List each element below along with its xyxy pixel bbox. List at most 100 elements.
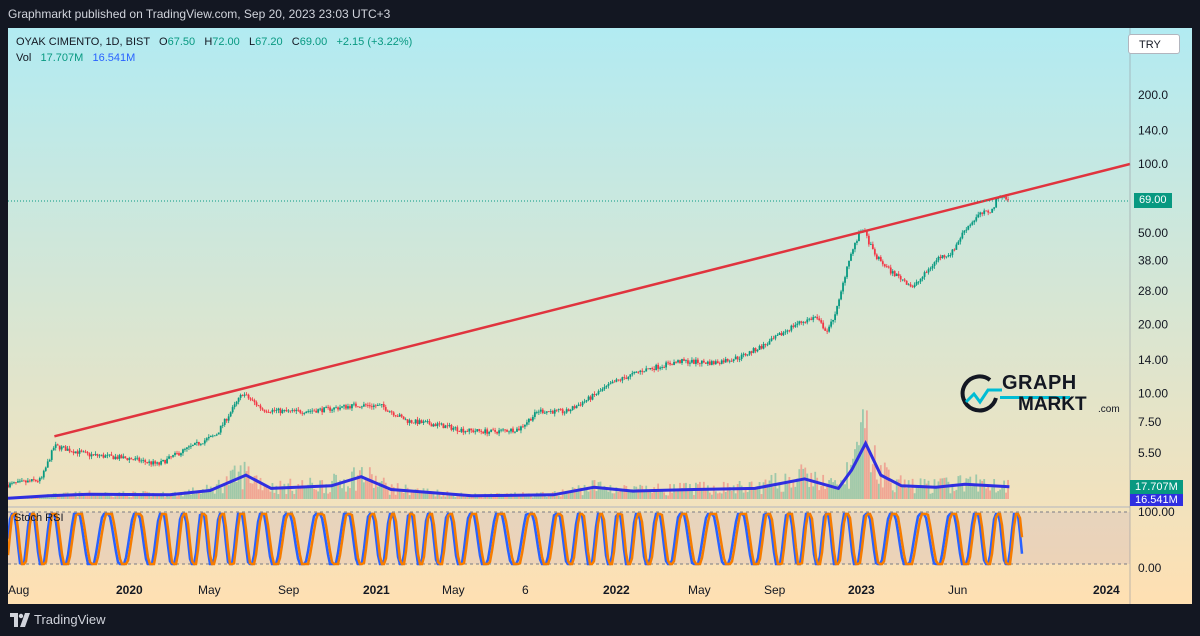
- volume-bar: [450, 493, 453, 499]
- volume-bar: [512, 496, 514, 499]
- candle-body: [524, 424, 526, 427]
- volume-bar: [390, 484, 393, 499]
- candle-body: [343, 405, 345, 407]
- volume-bar: [824, 488, 827, 499]
- stoch-rsi-title[interactable]: Stoch RSI: [14, 512, 64, 524]
- volume-bar: [317, 491, 320, 499]
- candle-body: [899, 276, 902, 280]
- candle-body: [193, 442, 196, 445]
- time-axis[interactable]: Aug 2020 May Sep 2021 May 6 2022 May Sep 2023 Jun 20…: [8, 583, 1120, 597]
- candle-body: [869, 244, 872, 246]
- candle-body: [750, 351, 753, 353]
- volume-bar: [591, 480, 594, 499]
- volume-bar: [645, 485, 648, 499]
- candle-body: [744, 353, 747, 356]
- candle-body: [277, 408, 280, 411]
- trendline[interactable]: [54, 162, 1131, 438]
- volume-bar: [400, 491, 403, 499]
- candle-body: [434, 424, 437, 427]
- volume-bar: [897, 479, 900, 499]
- volume-bar: [619, 488, 622, 499]
- volume-bar: [840, 480, 842, 499]
- high-label: H: [204, 36, 213, 48]
- volume-bar: [772, 487, 775, 499]
- volume-bar: [865, 410, 868, 499]
- rsi-tick-label: 100.00: [1138, 505, 1175, 519]
- volume-bar: [748, 482, 751, 499]
- volume-bar: [555, 493, 558, 499]
- candle-body: [697, 359, 699, 363]
- volume-bar: [557, 495, 560, 499]
- candle-body: [854, 242, 856, 250]
- volume-bar: [150, 496, 153, 499]
- candle-body: [879, 257, 882, 262]
- rsi-axis[interactable]: 100.00 0.00: [1138, 505, 1175, 575]
- candle-body: [239, 394, 242, 398]
- volume-bar: [653, 487, 656, 499]
- candle-body: [360, 406, 363, 408]
- volume-bar: [565, 491, 568, 499]
- volume-bar: [641, 485, 644, 499]
- candle-body: [456, 427, 459, 432]
- time-tick-label: 2024: [1093, 583, 1120, 597]
- candle-body: [838, 299, 840, 307]
- tradingview-brand[interactable]: TradingView: [34, 612, 106, 627]
- volume-bar: [353, 467, 355, 499]
- candle-body: [249, 398, 252, 400]
- volume-bar: [967, 478, 970, 499]
- candle-body: [30, 479, 33, 482]
- tradingview-logo-icon[interactable]: [10, 613, 30, 627]
- volume-label[interactable]: Vol: [16, 52, 32, 64]
- candle-body: [374, 405, 377, 407]
- volume-bar: [545, 496, 548, 499]
- volume-bar: [754, 487, 757, 499]
- volume-bar: [547, 496, 550, 499]
- candle-body: [82, 451, 85, 453]
- volume-bar: [774, 473, 777, 499]
- volume-bar: [209, 486, 212, 499]
- volume-bar: [524, 495, 526, 499]
- volume-bar: [706, 485, 709, 499]
- chart-area[interactable]: 200.0 140.0 100.0 50.00 38.00 28.00 20.00 14.00…: [8, 28, 1192, 604]
- candle-body: [170, 456, 172, 458]
- candle-body: [62, 446, 65, 448]
- candle-body: [144, 460, 147, 463]
- candle-body: [480, 430, 483, 432]
- candle-body: [828, 326, 831, 332]
- candle-body: [430, 424, 433, 427]
- volume-bar: [818, 490, 821, 499]
- candle-body: [714, 361, 717, 365]
- candle-body: [432, 424, 435, 427]
- candle-body: [766, 344, 769, 346]
- volume-bar: [784, 473, 787, 499]
- volume-bar: [351, 471, 353, 499]
- candle-body: [468, 428, 471, 432]
- volume-bar: [116, 494, 119, 499]
- candle-body: [790, 325, 793, 331]
- volume-bar: [726, 483, 729, 499]
- candle-body: [460, 428, 463, 432]
- volume-bar: [681, 488, 683, 499]
- volume-bar: [844, 484, 846, 499]
- volume-bar: [655, 491, 658, 499]
- open-label: O: [159, 36, 168, 48]
- volume-bar: [790, 487, 793, 499]
- chart-canvas[interactable]: 200.0 140.0 100.0 50.00 38.00 28.00 20.00 14.00…: [8, 28, 1192, 604]
- candle-body: [563, 412, 566, 414]
- candle-body: [641, 370, 644, 372]
- candle-body: [156, 462, 159, 464]
- volume-bar: [154, 493, 157, 499]
- volume-bar: [873, 445, 876, 499]
- candle-body: [229, 412, 232, 417]
- currency-button[interactable]: TRY: [1128, 34, 1180, 54]
- candle-body: [844, 277, 846, 283]
- candle-body: [500, 429, 502, 431]
- candle-body: [585, 400, 588, 402]
- candle-body: [162, 460, 164, 462]
- volume-bar: [708, 492, 711, 499]
- volume-bar: [931, 492, 934, 499]
- symbol-label[interactable]: OYAK CIMENTO, 1D, BIST: [16, 36, 150, 48]
- candle-body: [404, 419, 407, 421]
- volume-bar: [569, 490, 572, 499]
- price-axis[interactable]: 200.0 140.0 100.0 50.00 38.00 28.00 20.00 14.00…: [1138, 88, 1168, 460]
